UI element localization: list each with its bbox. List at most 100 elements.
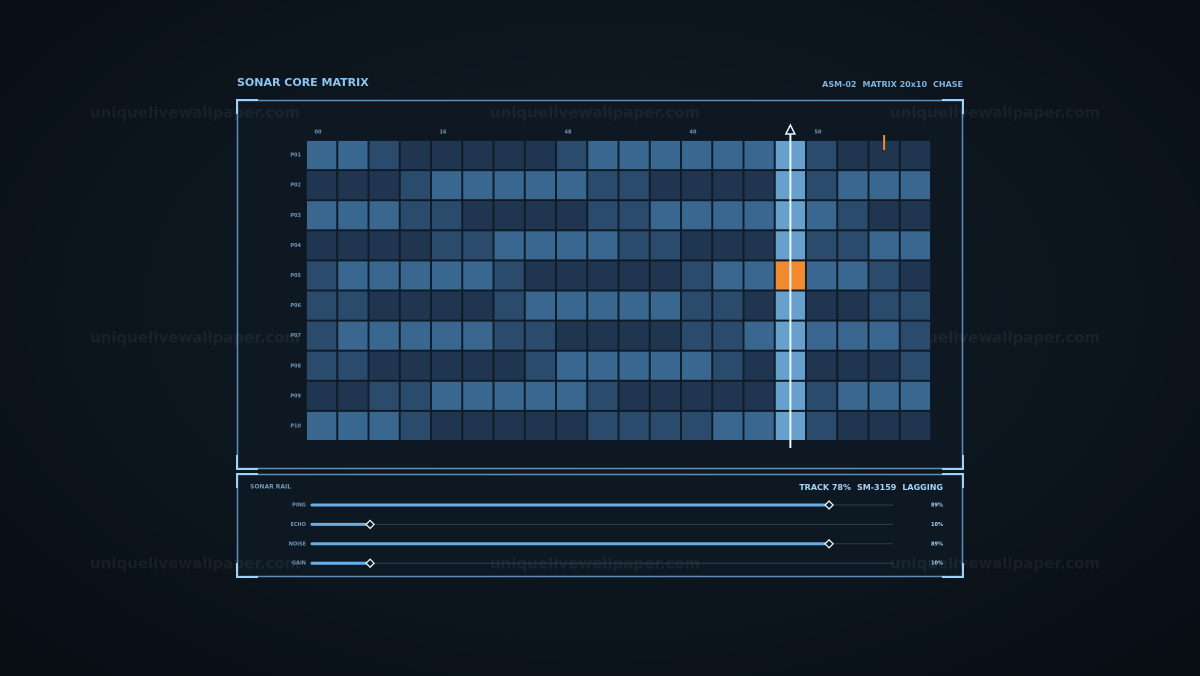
matrix-cell: [306, 200, 338, 231]
meta-item: CHASE: [933, 80, 963, 89]
matrix-cell: [743, 410, 775, 441]
matrix-cell: [868, 320, 900, 351]
matrix-cell: [462, 290, 494, 321]
matrix-cell: [399, 290, 431, 321]
matrix-cell: [462, 200, 494, 231]
slider-label: ECHO: [290, 522, 306, 528]
matrix-cell: [743, 260, 775, 291]
matrix-cell: [556, 410, 588, 441]
matrix-cell: [462, 260, 494, 291]
matrix-cell: [587, 290, 619, 321]
matrix-cell: [431, 290, 463, 321]
matrix-cell: [837, 140, 869, 171]
matrix-cell: [712, 260, 744, 291]
row-label: P10: [290, 423, 301, 429]
matrix-cell: [618, 260, 650, 291]
row-label: P08: [290, 363, 301, 369]
row-label: P04: [290, 243, 301, 249]
slider-label: PING: [292, 503, 306, 509]
matrix-cell: [712, 170, 744, 201]
matrix-cell: [556, 170, 588, 201]
meta-item: ASM-02: [822, 80, 856, 89]
matrix-cell: [462, 230, 494, 261]
matrix-cell: [868, 350, 900, 381]
matrix-cell: [649, 380, 681, 411]
matrix-cell: [649, 200, 681, 231]
matrix-cell: [618, 140, 650, 171]
matrix-cell: [868, 290, 900, 321]
row-label: P01: [290, 153, 301, 159]
matrix-cell: [462, 170, 494, 201]
matrix-cell: [649, 350, 681, 381]
matrix-cell: [743, 380, 775, 411]
matrix-cell: [587, 350, 619, 381]
matrix-cell: [399, 230, 431, 261]
matrix-cell: [524, 320, 556, 351]
matrix-cell: [649, 320, 681, 351]
matrix-cell: [399, 350, 431, 381]
slider-knob: [824, 500, 835, 510]
matrix-cell: [743, 230, 775, 261]
matrix-cell: [337, 230, 369, 261]
matrix-cell: [712, 200, 744, 231]
matrix-cell: [868, 200, 900, 231]
matrix-cell: [306, 380, 338, 411]
matrix-cell: [493, 320, 525, 351]
watermark: uniquelivewallpaper.com: [490, 104, 700, 122]
slider-value: 10%: [931, 561, 943, 567]
rail-title: SONAR RAIL: [250, 484, 291, 491]
matrix-cell: [462, 350, 494, 381]
matrix-cell: [493, 290, 525, 321]
watermark: uniquelivewallpaper.com: [890, 329, 1100, 347]
row-label: P09: [290, 393, 301, 399]
matrix-cell: [806, 260, 838, 291]
matrix-cell: [806, 230, 838, 261]
matrix-cell: [681, 200, 713, 231]
matrix-cell: [399, 200, 431, 231]
slider-knob: [824, 538, 835, 549]
matrix-cell: [743, 200, 775, 231]
matrix-cell: [681, 320, 713, 351]
matrix-cell: [743, 350, 775, 381]
watermark: uniquelivewallpaper.com: [90, 329, 300, 347]
matrix-cell: [806, 140, 838, 171]
matrix-cell: [399, 140, 431, 171]
matrix-cell: [399, 410, 431, 441]
matrix-cell: [493, 170, 525, 201]
matrix-cell: [899, 230, 931, 261]
title: SONAR CORE MATRIX: [237, 76, 369, 89]
matrix-cell: [899, 350, 931, 381]
matrix-cell: [649, 230, 681, 261]
matrix-cell: [493, 410, 525, 441]
matrix-cell: [899, 170, 931, 201]
meta-item: SM-3159: [857, 483, 897, 492]
row-label: P03: [290, 213, 301, 219]
matrix-cell: [681, 140, 713, 171]
matrix-cell: [899, 290, 931, 321]
matrix-cell: [462, 320, 494, 351]
matrix-cell: [493, 200, 525, 231]
matrix-cell: [618, 350, 650, 381]
matrix-cell: [868, 230, 900, 261]
matrix-cell: [368, 170, 400, 201]
matrix-cell: [524, 410, 556, 441]
matrix-cell: [712, 350, 744, 381]
matrix-cell: [681, 260, 713, 291]
row-label: P05: [290, 273, 301, 279]
matrix-cell: [431, 230, 463, 261]
matrix-cell: [649, 290, 681, 321]
slider-value: 89%: [931, 541, 943, 547]
matrix-cell: [337, 260, 369, 291]
matrix-cell: [712, 320, 744, 351]
matrix-cell: [368, 230, 400, 261]
matrix-cell: [399, 170, 431, 201]
matrix-cell: [649, 170, 681, 201]
column-label: 00: [315, 130, 322, 136]
matrix-cell: [899, 410, 931, 441]
playhead-arrow: [784, 123, 797, 135]
matrix-cell: [618, 200, 650, 231]
matrix-cell: [587, 380, 619, 411]
matrix-cell: [806, 290, 838, 321]
matrix-cell: [556, 140, 588, 171]
matrix-cell: [431, 170, 463, 201]
